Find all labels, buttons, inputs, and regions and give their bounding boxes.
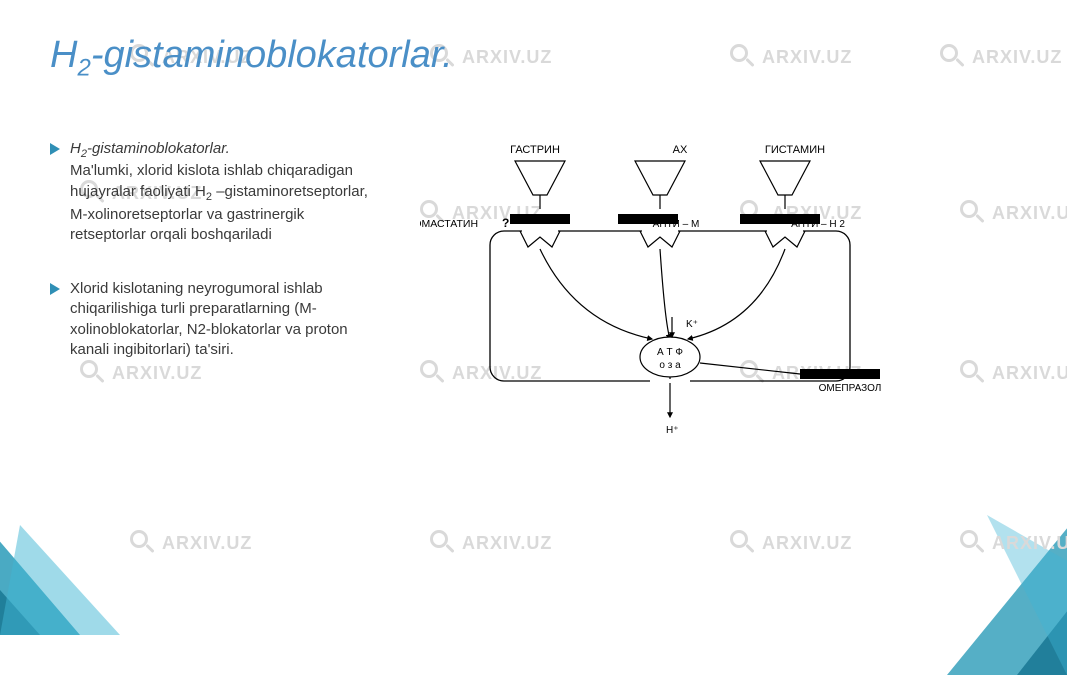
svg-text:СОМАСТАТИН: СОМАСТАТИН [420, 218, 478, 230]
svg-text:ОМЕПРАЗОЛ: ОМЕПРАЗОЛ [819, 383, 882, 394]
bullet-text: H2-gistaminoblokatorlar.Ma'lumki, xlorid… [70, 139, 380, 245]
svg-text:H⁺: H⁺ [666, 425, 679, 436]
bullet-text: Xlorid kislotaning neyrogumoral ishlab c… [70, 279, 380, 360]
svg-text:ГАСТРИН: ГАСТРИН [510, 144, 560, 156]
svg-text:АНТИ – М: АНТИ – М [653, 219, 700, 230]
svg-text:K⁺: K⁺ [686, 319, 698, 330]
receptor-diagram: ГАСТРИН AX ГИСТАМИН СОМАСТАТИН? АНТИ – М АНТИ… [420, 139, 1027, 449]
bullet-list: H2-gistaminoblokatorlar.Ma'lumki, xlorid… [50, 139, 380, 449]
bullet-marker-icon [50, 143, 60, 155]
slide-container: H2-gistaminoblokatorlar. H2-gistaminoblo… [0, 0, 1067, 600]
svg-text:А Т Ф: А Т Ф [657, 347, 683, 358]
bullet-item: H2-gistaminoblokatorlar.Ma'lumki, xlorid… [50, 139, 380, 245]
bullet-item: Xlorid kislotaning neyrogumoral ishlab c… [50, 279, 380, 360]
slide-title: H2-gistaminoblokatorlar. [50, 34, 1027, 83]
svg-text:ГИСТАМИН: ГИСТАМИН [765, 144, 825, 156]
svg-text:АНТИ – Н 2: АНТИ – Н 2 [791, 219, 845, 230]
svg-text:AX: AX [673, 144, 688, 156]
bullet-marker-icon [50, 283, 60, 295]
svg-text:о з а: о з а [659, 360, 681, 371]
content-row: H2-gistaminoblokatorlar.Ma'lumki, xlorid… [50, 139, 1027, 449]
svg-text:?: ? [502, 216, 509, 230]
